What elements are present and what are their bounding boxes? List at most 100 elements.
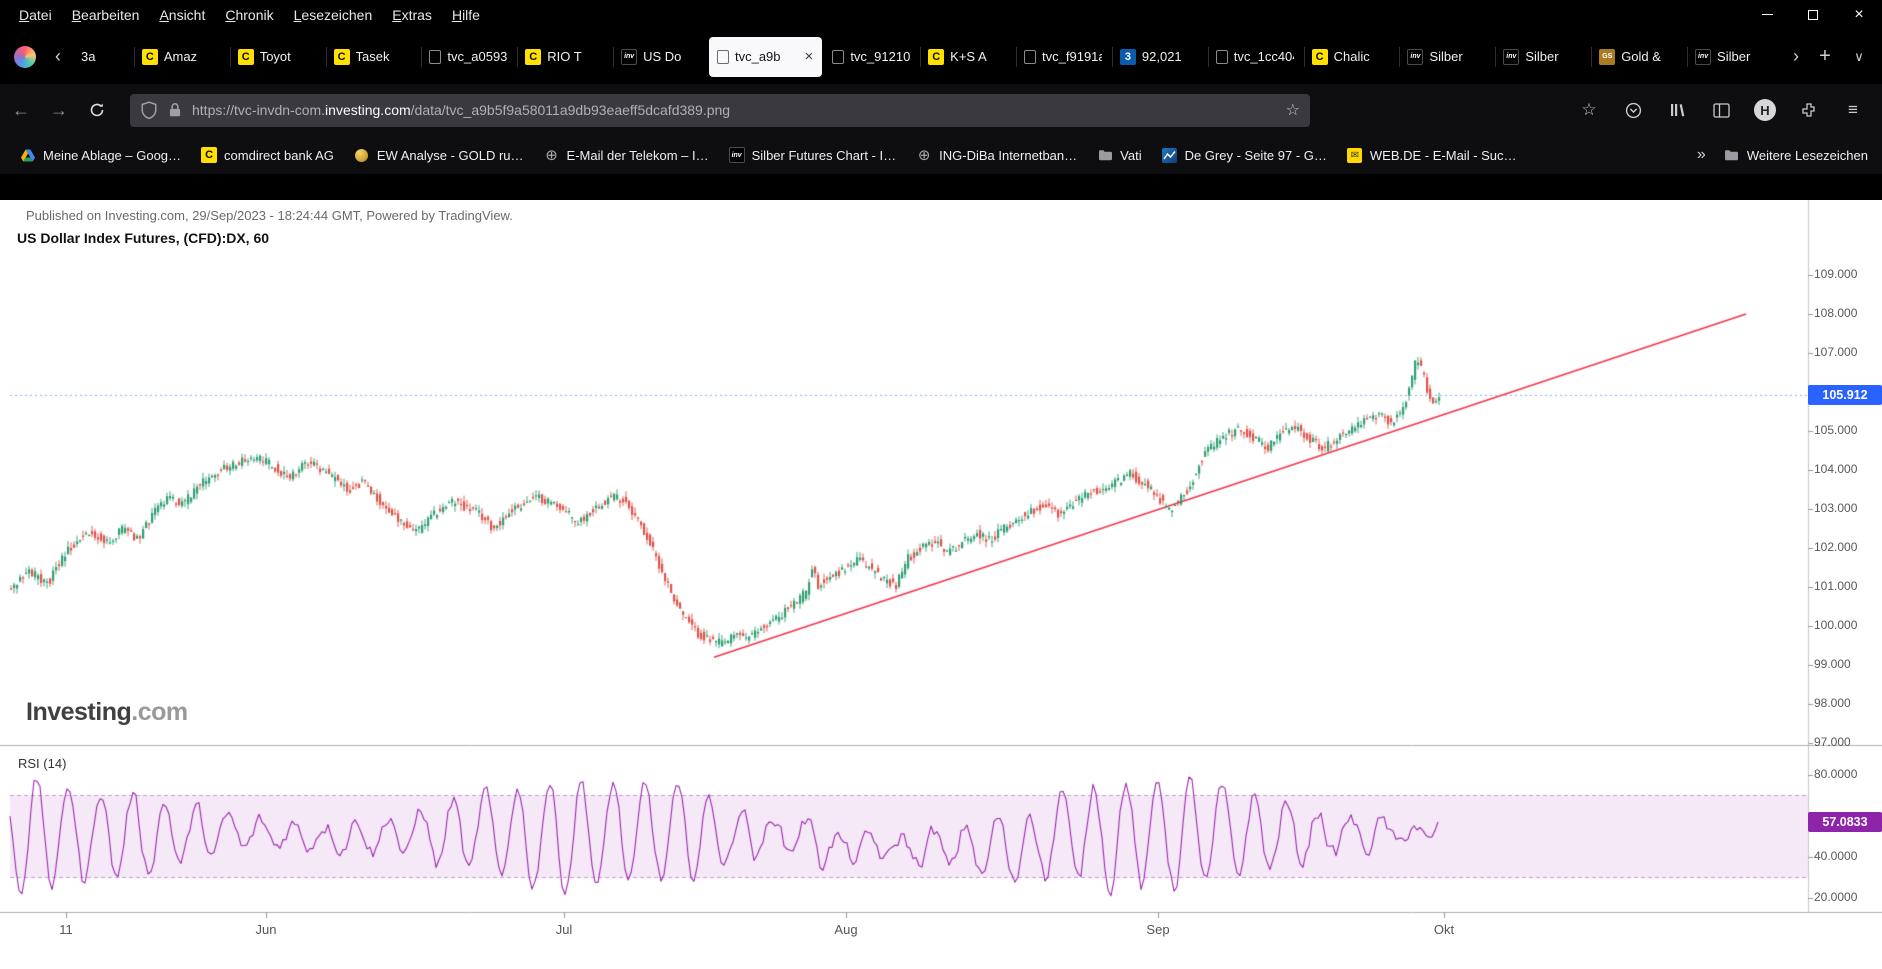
tab-label: tvc_91210 <box>850 49 911 64</box>
tab-label: Amaz <box>163 49 198 64</box>
shield-icon[interactable] <box>140 101 158 119</box>
bookmark-label: De Grey - Seite 97 - G… <box>1184 147 1327 163</box>
investing-logo: Investing.com <box>26 698 188 727</box>
time-axis-label: Jul <box>555 922 573 937</box>
sidebar-icon[interactable] <box>1706 95 1736 125</box>
extensions-icon[interactable] <box>1794 95 1824 125</box>
bookmark-meine-ablage-goog-[interactable]: Meine Ablage – Goog… <box>12 142 189 168</box>
inv-favicon: inv <box>1695 48 1712 65</box>
yellow-c-favicon: C <box>928 48 945 65</box>
maximize-button[interactable] <box>1790 0 1836 29</box>
bookmark-label: Silber Futures Chart - I… <box>751 147 897 163</box>
gold-favicon <box>354 147 370 163</box>
pocket-icon[interactable] <box>1618 95 1648 125</box>
inv-favicon: inv <box>728 147 745 163</box>
bookmark-page-star-icon[interactable]: ☆ <box>1285 102 1300 119</box>
minimize-button[interactable] <box>1744 0 1790 29</box>
tab-tvc-91210[interactable]: tvc_91210 <box>824 37 918 77</box>
tab-silber[interactable]: inv Silber <box>1687 37 1781 77</box>
tab-tvc-f9191a[interactable]: tvc_f9191a <box>1016 37 1110 77</box>
lock-icon[interactable] <box>166 101 184 119</box>
price-axis-tick: 102.000 <box>1814 540 1858 554</box>
bookmark-web-de-e-mail-suc-[interactable]: ✉ WEB.DE - E-Mail - Suc… <box>1339 142 1525 168</box>
tab-tvc-a0593[interactable]: tvc_a0593 <box>421 37 515 77</box>
tab-tvc-1cc404[interactable]: tvc_1cc404 <box>1207 37 1302 77</box>
inv-favicon: inv <box>621 48 638 65</box>
page-favicon <box>429 49 442 64</box>
firefox-view-icon[interactable] <box>14 45 36 68</box>
menu-datei[interactable]: Datei <box>19 6 52 23</box>
tab-tasek[interactable]: C Tasek <box>325 37 420 77</box>
chart-title: US Dollar Index Futures, (CFD):DX, 60 <box>17 230 270 246</box>
bookmarks-overflow-icon[interactable]: » <box>1696 146 1706 163</box>
tab-label: Chalic <box>1333 49 1370 64</box>
bookmark-silber-futures-chart-i-[interactable]: inv Silber Futures Chart - I… <box>721 142 905 168</box>
menu-chronik[interactable]: Chronik <box>225 6 274 23</box>
menu-ansicht[interactable]: Ansicht <box>159 6 206 23</box>
library-icon[interactable] <box>1662 95 1692 125</box>
tab-scroll-left-icon[interactable]: ‹ <box>55 46 61 66</box>
other-bookmarks-button[interactable]: Weitere Lesezeichen <box>1716 142 1882 168</box>
bookmark-vati[interactable]: Vati <box>1089 142 1149 168</box>
yellow-c-favicon: C <box>141 48 158 65</box>
globe-favicon: ⊕ <box>917 147 931 164</box>
last-price-tag: 105.912 <box>1808 385 1882 406</box>
minimize-icon <box>1761 14 1773 15</box>
list-all-tabs-icon[interactable]: ∨ <box>1854 48 1864 64</box>
bookmark-ew-analyse-gold-ru-[interactable]: EW Analyse - GOLD ru… <box>346 142 532 168</box>
tab-silber[interactable]: inv Silber <box>1495 37 1589 77</box>
rsi-label: RSI (14) <box>18 756 67 771</box>
tab-tvc-a9b[interactable]: tvc_a9b × <box>708 36 823 77</box>
time-axis-label: Sep <box>1146 922 1170 937</box>
back-button[interactable]: ← <box>12 99 30 120</box>
close-button[interactable]: × <box>1854 5 1864 23</box>
tab-3a[interactable]: 3a <box>73 37 132 77</box>
reload-button[interactable] <box>80 93 114 127</box>
maximize-icon <box>1808 9 1818 20</box>
tab-us-do[interactable]: inv US Do <box>613 37 707 77</box>
tab-close-icon[interactable]: × <box>804 48 814 65</box>
tab-toyot[interactable]: C Toyot <box>229 37 324 77</box>
tab-label: 3a <box>81 49 96 64</box>
url-text[interactable]: https://tvc-invdn-com.investing.com/data… <box>192 102 1278 118</box>
bookmark-label: E-Mail der Telekom – I… <box>566 147 709 163</box>
menu-extras[interactable]: Extras <box>392 6 432 23</box>
tab-silber[interactable]: inv Silber <box>1399 37 1493 77</box>
bookmarks-menu-star-icon[interactable]: ☆ <box>1581 100 1597 119</box>
bookmark-label: EW Analyse - GOLD ru… <box>376 147 524 163</box>
bookmark-de-grey-seite-97-g-[interactable]: De Grey - Seite 97 - G… <box>1154 142 1335 168</box>
menu-bearbeiten[interactable]: Bearbeiten <box>71 6 140 23</box>
bookmark-ing-diba-internetban-[interactable]: ⊕ ING-DiBa Internetban… <box>908 142 1085 168</box>
forward-button[interactable]: → <box>50 99 68 120</box>
tab-k-s-a[interactable]: C K+S A <box>920 37 1014 77</box>
rsi-axis-tick: 20.0000 <box>1814 890 1858 904</box>
bookmark-e-mail-der-telekom-i-[interactable]: ⊕ E-Mail der Telekom – I… <box>536 142 717 168</box>
menu-lesezeichen[interactable]: Lesezeichen <box>293 6 373 23</box>
account-avatar[interactable]: H <box>1750 95 1780 125</box>
menu-hilfe[interactable]: Hilfe <box>451 6 480 23</box>
tab-scroll-right-icon[interactable]: › <box>1793 46 1799 66</box>
menu-icon[interactable]: ≡ <box>1848 100 1858 119</box>
yellow-c-favicon: C <box>201 147 218 163</box>
tab-label: US Do <box>643 49 682 64</box>
bookmark-label: WEB.DE - E-Mail - Suc… <box>1369 147 1517 163</box>
price-axis-tick: 97.000 <box>1814 735 1851 749</box>
page-favicon <box>832 49 845 64</box>
navigation-toolbar: ← → https://tvc-invdn-com.investing.com/… <box>0 84 1882 136</box>
tab-chalic[interactable]: C Chalic <box>1303 37 1398 77</box>
tab-gold-[interactable]: GS Gold & <box>1591 37 1685 77</box>
tab-92-021[interactable]: 3 92,021 <box>1111 37 1206 77</box>
price-axis-tick: 103.000 <box>1814 501 1858 515</box>
url-bar[interactable]: https://tvc-invdn-com.investing.com/data… <box>130 93 1310 127</box>
tab-rio-t[interactable]: C RIO T <box>517 37 611 77</box>
price-axis-tick: 109.000 <box>1814 267 1858 281</box>
tab-amaz[interactable]: C Amaz <box>133 37 228 77</box>
bookmark-label: comdirect bank AG <box>224 147 334 163</box>
tab-label: Gold & <box>1621 49 1661 64</box>
price-axis-tick: 99.000 <box>1814 657 1851 671</box>
reload-icon <box>90 103 104 117</box>
webde-favicon: ✉ <box>1347 147 1363 163</box>
new-tab-button[interactable]: + <box>1819 45 1831 67</box>
tab-label: Silber <box>1717 49 1751 64</box>
